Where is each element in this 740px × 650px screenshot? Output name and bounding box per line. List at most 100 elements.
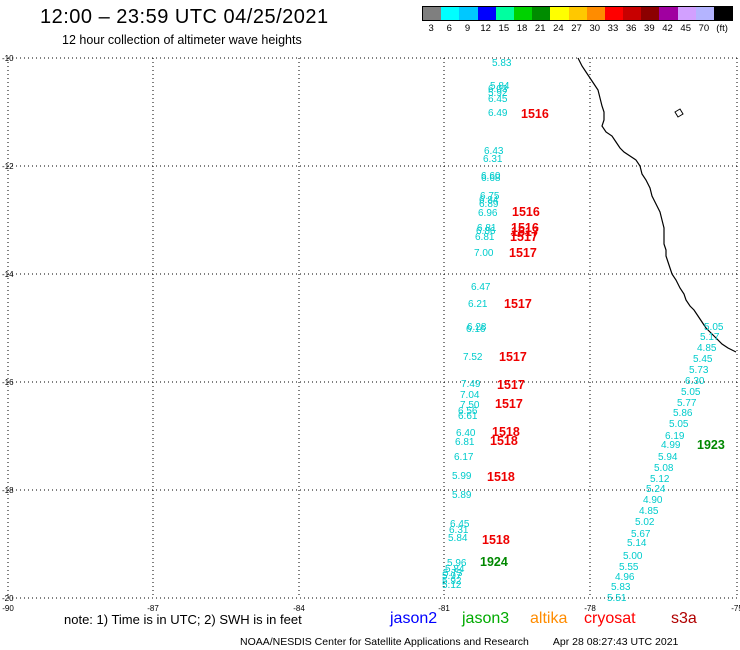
axis-tick-labels: -90 -87 -84 -81 -78 -75 -10 -12 -14 -16 -18 -20 <box>2 54 740 613</box>
mission-label-cryosat: cryosat <box>584 610 636 627</box>
wave-height-label: 6.31 <box>449 525 469 536</box>
wave-height-label: 7.50 <box>460 400 480 411</box>
wave-height-label: 6.21 <box>468 299 488 310</box>
color-scale-legend: 3 6 9 12 15 18 21 24 27 30 33 36 39 42 45 70 (ft) <box>422 6 734 34</box>
color-scale-label: 33 <box>607 23 619 34</box>
color-swatch <box>641 7 660 20</box>
wave-height-label: 5.24 <box>646 484 666 495</box>
color-scale-label: 42 <box>662 23 673 34</box>
wave-height-label: 6.16 <box>466 324 486 335</box>
color-scale-label: 27 <box>571 23 582 34</box>
credit-timestamp: Apr 28 08:27:43 UTC 2021 <box>552 636 679 648</box>
wave-height-label: 4.96 <box>615 572 635 583</box>
observation-time-label: 1518 <box>490 434 518 448</box>
x-axis-tick-label: -90 <box>2 604 14 613</box>
island-path <box>674 108 684 118</box>
wave-height-label: 5.05 <box>681 387 701 398</box>
wave-height-label: 5.77 <box>677 398 697 409</box>
wave-height-label: 6.60 <box>481 171 501 182</box>
x-axis-tick-label: -75 <box>731 604 740 613</box>
y-axis-tick-label: -12 <box>2 162 14 171</box>
observation-time-label: 1517 <box>510 230 538 244</box>
color-swatch <box>604 7 624 20</box>
observation-times: 1516151615161517151715171517151715171517… <box>480 107 725 569</box>
wave-height-label: 5.99 <box>452 471 472 482</box>
color-swatch <box>477 7 496 20</box>
wave-height-label: 7.49 <box>461 379 481 390</box>
y-axis-tick-label: -18 <box>2 486 14 495</box>
color-swatch <box>550 7 569 20</box>
x-axis-tick-label: -84 <box>293 604 305 613</box>
wave-height-label: 5.05 <box>704 322 724 333</box>
y-axis-tick-label: -14 <box>2 270 14 279</box>
wave-height-label: 6.56 <box>458 406 478 417</box>
y-axis-tick-label: -20 <box>2 594 14 603</box>
wave-height-label: 5.73 <box>689 365 709 376</box>
observation-time-label: 1517 <box>499 350 527 364</box>
color-swatch <box>714 7 733 20</box>
wave-height-label: 6.84 <box>479 195 499 206</box>
wave-height-label: 6.68 <box>481 173 501 184</box>
wave-height-label: 5.17 <box>700 332 720 343</box>
x-axis-tick-label: -78 <box>584 604 596 613</box>
color-scale-label: 30 <box>589 23 601 34</box>
wave-height-label: 7.00 <box>474 248 494 259</box>
wave-height-label: 5.83 <box>492 58 512 69</box>
wave-height-label: 6.61 <box>458 411 478 422</box>
wave-height-label: 6.47 <box>471 282 491 293</box>
wave-height-label: 4.90 <box>643 495 663 506</box>
color-scale-label: 3 <box>428 23 434 34</box>
color-swatch <box>441 7 460 20</box>
color-scale-label: 9 <box>464 23 471 34</box>
color-swatch <box>568 7 587 20</box>
observation-time-label: 1518 <box>487 470 515 484</box>
wave-height-label: 5.73 <box>443 568 463 579</box>
wave-height-label: 4.99 <box>661 440 681 451</box>
wave-height-label: 5.00 <box>623 551 643 562</box>
wave-height-label: 6.81 <box>455 437 475 448</box>
mission-label-s3a: s3a <box>671 610 697 627</box>
page-title: 12:00 – 23:59 UTC 04/25/2021 <box>40 6 329 28</box>
color-scale-label: 21 <box>534 23 546 34</box>
wave-height-label: 5.94 <box>658 452 678 463</box>
observation-time-label: 1516 <box>511 221 539 235</box>
color-scale-label: 39 <box>644 23 655 34</box>
mission-label-altika: altika <box>530 610 568 627</box>
wave-height-label: 6.81 <box>475 232 495 243</box>
observation-time-label: 1517 <box>495 397 523 411</box>
y-axis-tick-label: -10 <box>2 54 14 63</box>
wave-height-label: 6.49 <box>488 108 508 119</box>
mission-label-jason3: jason3 <box>462 610 510 627</box>
observation-time-label: 1923 <box>697 438 725 452</box>
color-swatch <box>495 7 514 20</box>
color-swatch <box>677 7 696 20</box>
wave-height-label: 6.31 <box>483 154 503 165</box>
color-scale-labels: 3 6 9 12 15 18 21 24 27 30 33 36 39 42 45 70 (ft) <box>422 23 733 34</box>
wave-height-label: 5.92 <box>488 88 508 99</box>
wave-height-label: 4.85 <box>639 506 659 517</box>
wave-height-label: 7.52 <box>463 352 483 363</box>
observation-time-label: 1516 <box>512 205 540 219</box>
x-axis-tick-label: -87 <box>147 604 159 613</box>
wave-height-label: 5.84 <box>490 81 510 92</box>
color-swatch <box>513 7 533 20</box>
wave-height-label: 7.04 <box>460 390 480 401</box>
wave-height-label: 5.45 <box>693 354 713 365</box>
map-grid <box>7 57 738 599</box>
observation-time-label: 1517 <box>504 297 532 311</box>
wave-height-label: 5.02 <box>635 517 655 528</box>
wave-height-label: 5.86 <box>673 408 693 419</box>
observation-time-label: 1517 <box>509 246 537 260</box>
wave-height-label: 6.96 <box>478 208 498 219</box>
wave-height-label: 6.81 <box>477 223 497 234</box>
color-scale-label: 24 <box>553 23 564 34</box>
color-scale-label: 45 <box>680 23 691 34</box>
color-scale-label: 12 <box>480 23 491 34</box>
color-swatch <box>586 7 605 20</box>
wave-height-label: 6.28 <box>467 322 487 333</box>
color-swatch <box>659 7 678 20</box>
color-scale-label: 6 <box>446 23 452 34</box>
observation-time-label: 1517 <box>511 225 539 239</box>
coastline <box>577 57 737 353</box>
